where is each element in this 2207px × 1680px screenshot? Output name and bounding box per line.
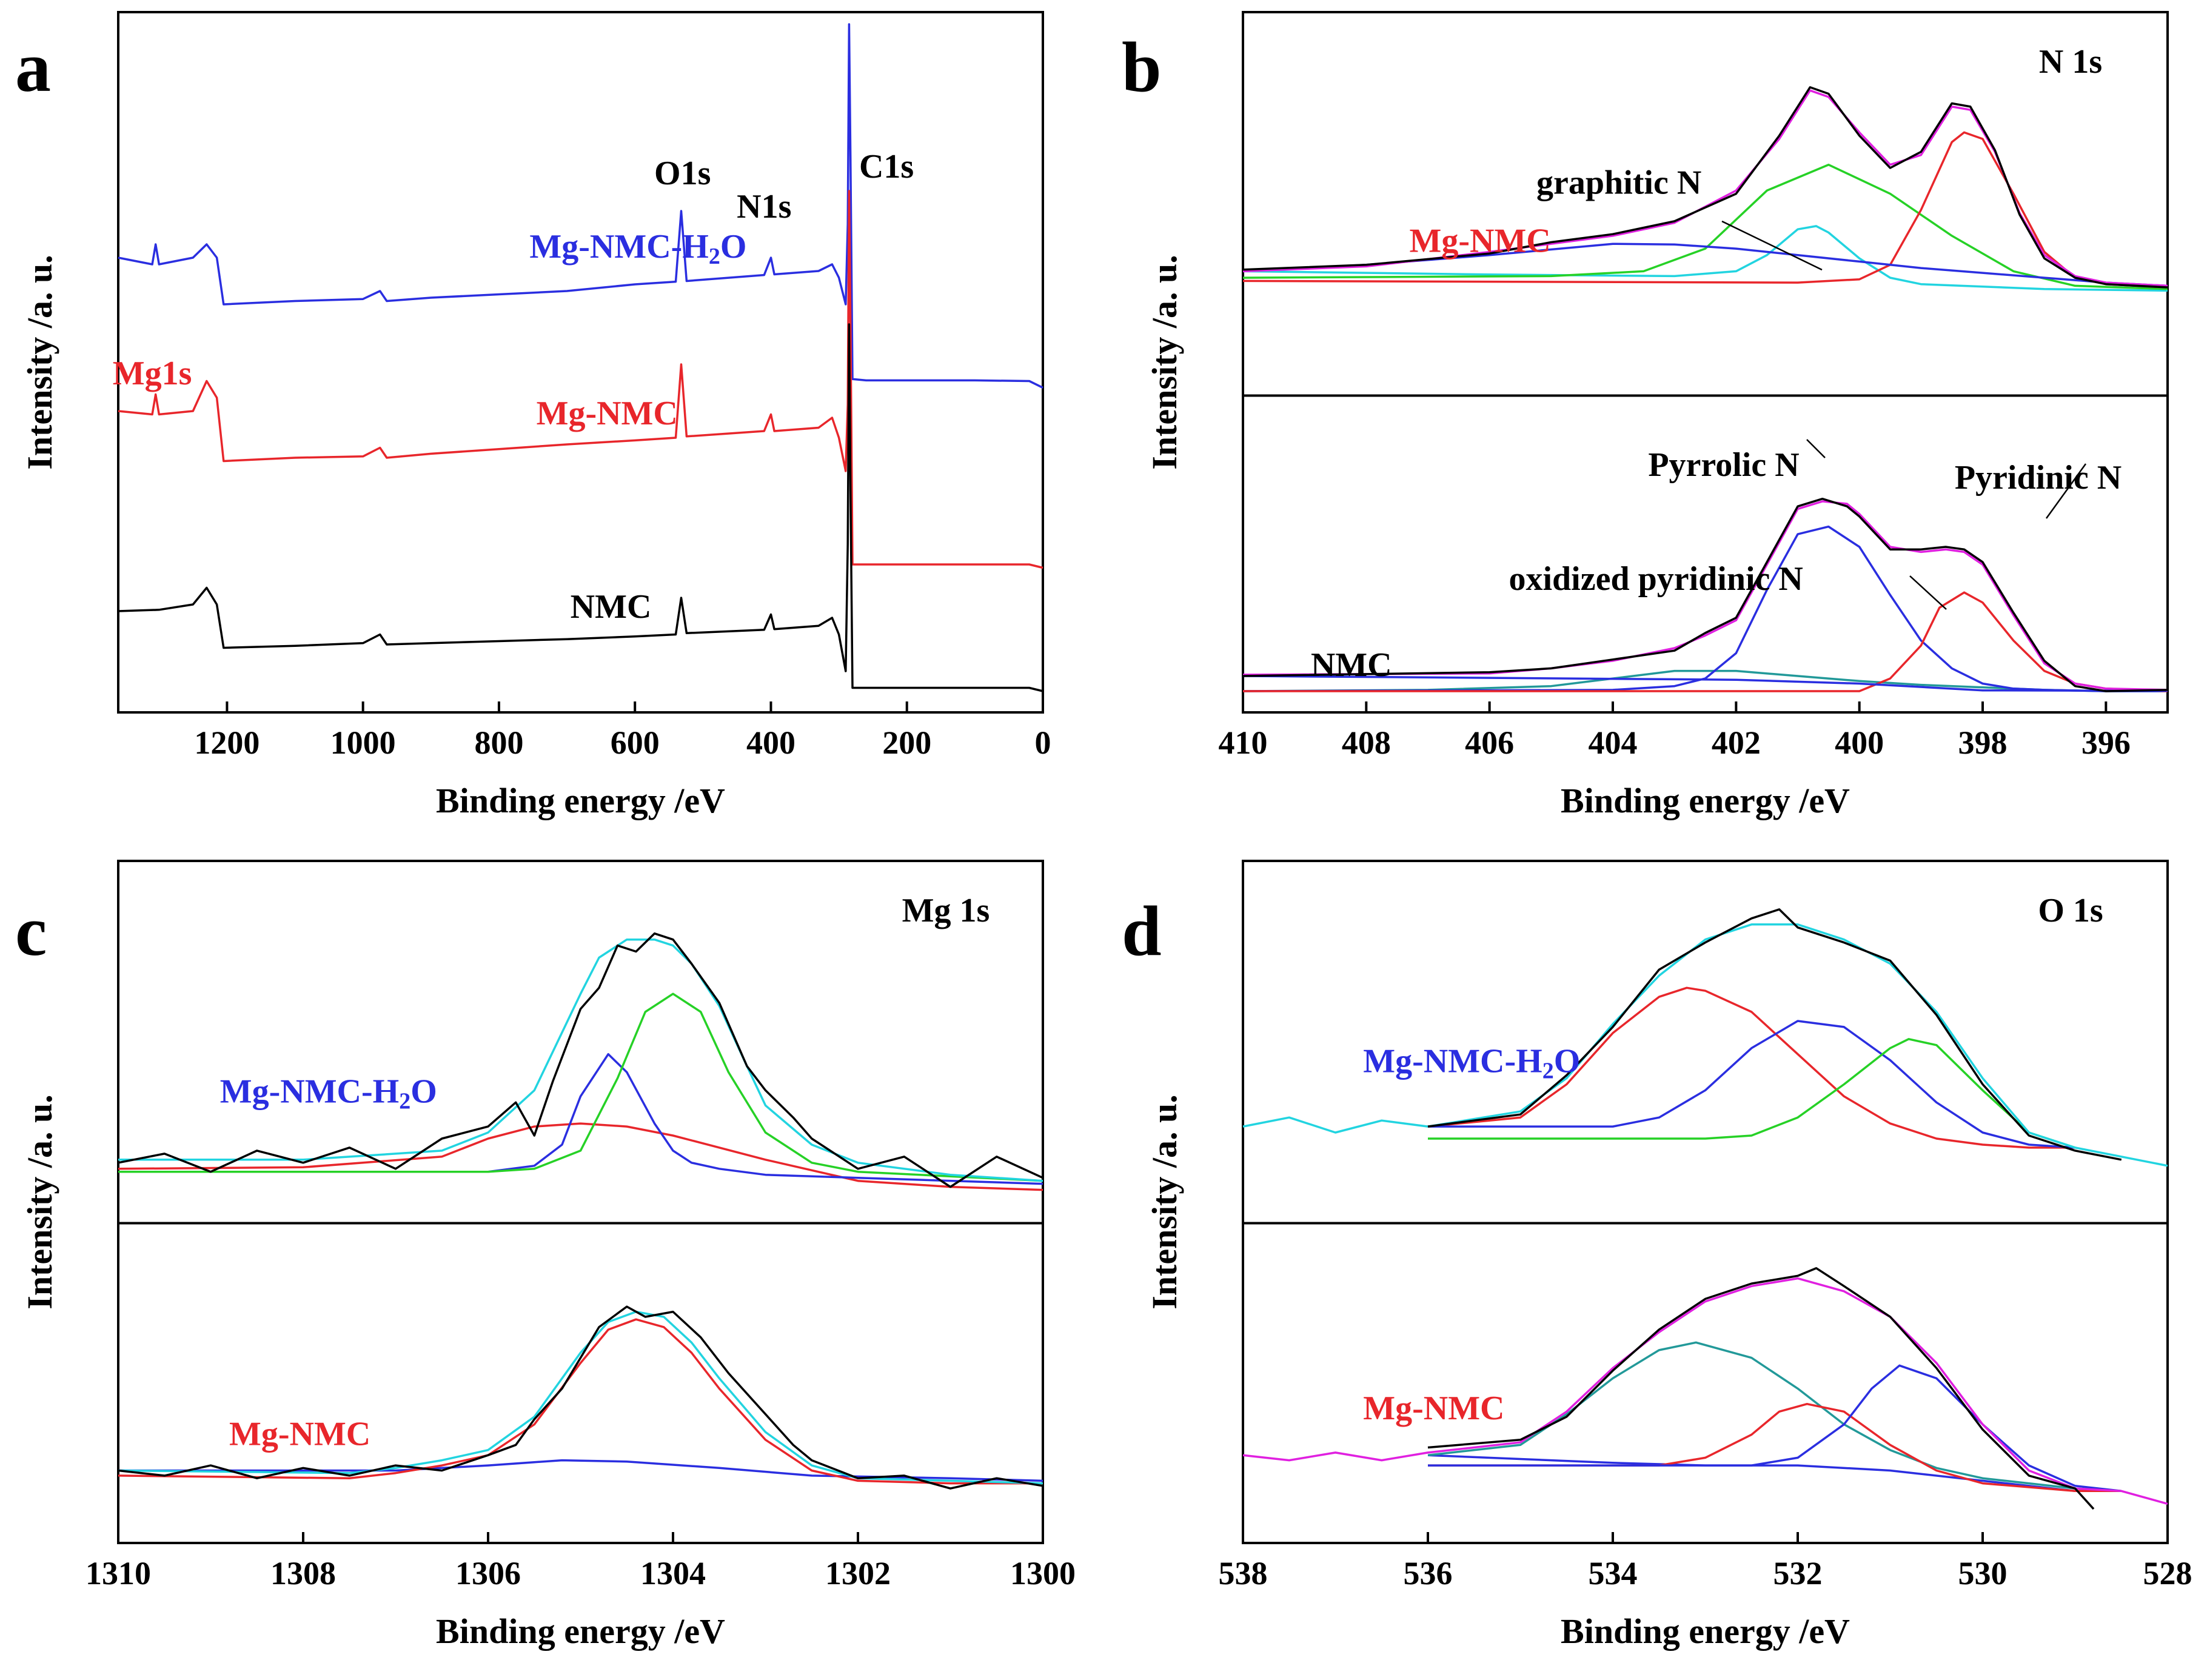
x-axis-title: Binding energy /eV (436, 1611, 725, 1651)
curve-mg-nmc-h2o-component-2 (1428, 1020, 2075, 1149)
curve-mg-nmc-fit-envelope (1242, 89, 2168, 287)
plot-frame (1242, 860, 2169, 1544)
peak-label-c1s: C1s (859, 148, 914, 186)
curve-mg-nmc-h2o-experimental (1427, 908, 2122, 1161)
spectrum-title: O 1s (2038, 892, 2103, 929)
curve-mg-nmc-h2o-component-1 (1427, 986, 2075, 1149)
x-tick-label: 536 (1404, 1555, 1453, 1591)
curve-nmc-pyrrolic-n (1242, 525, 2168, 692)
y-axis-title: Intensity /a. u. (20, 255, 59, 470)
x-tick-label: 1306 (455, 1555, 521, 1591)
panel-d: 538 536 534 532 530 528 Binding energy /eV Inte… (1122, 860, 2192, 1651)
x-tick-label: 200 (882, 725, 931, 761)
curve-mg-nmc-component-3 (1428, 1364, 2122, 1493)
curve-mg-nmc-component-2 (1428, 1402, 2122, 1493)
curve-mg-nmc-h2o-fit-envelope (1242, 923, 2168, 1167)
plot-frame (117, 11, 1044, 714)
annotation-pointer (2045, 463, 2087, 519)
curve-mg-nmc-h2o-component-3 (118, 992, 1043, 1182)
plot-frame (1242, 11, 2169, 714)
x-tick-label: 1302 (825, 1555, 891, 1591)
x-tick-label: 404 (1589, 725, 1638, 761)
sample-label-mg-nmc-h2o: Mg-NMC-H2O (1363, 1043, 1580, 1084)
x-tick-label: 800 (474, 725, 523, 761)
x-tick-label: 530 (1958, 1555, 2008, 1591)
curve-mg-nmc-fit-envelope (118, 1310, 1043, 1485)
panel-letter: c (15, 891, 47, 971)
peak-label-pyrrolic-n: Pyrrolic N (1648, 446, 1799, 484)
x-tick-label: 0 (1035, 725, 1051, 761)
spectrum-title: Mg 1s (902, 892, 990, 929)
annotation-pointer (1909, 575, 1947, 610)
curve-mg-nmc-fit-envelope (1242, 1277, 2168, 1505)
x-tick-label: 1304 (640, 1555, 706, 1591)
sample-label-mg-nmc: Mg-NMC (1410, 222, 1551, 259)
panel-letter: b (1122, 27, 1162, 107)
panel-letter: d (1122, 891, 1162, 971)
x-tick-label: 1310 (85, 1555, 151, 1591)
x-axis-title: Binding energy /eV (1561, 781, 1850, 820)
peak-label-n1s: N1s (737, 188, 791, 226)
peak-label-o1s: O1s (654, 155, 711, 192)
series-mg-nmc-h2o (118, 23, 1043, 389)
curve-mg-nmc-h2o-component-1 (118, 1122, 1043, 1191)
x-tick-label: 532 (1773, 1555, 1823, 1591)
curve-mg-nmc-h2o-experimental (118, 932, 1043, 1188)
x-tick-label: 534 (1589, 1555, 1638, 1591)
x-tick-label: 410 (1219, 725, 1268, 761)
y-axis-title: Intensity /a. u. (1145, 255, 1184, 470)
x-tick-label: 1308 (270, 1555, 336, 1591)
x-axis-title: Binding energy /eV (436, 781, 725, 820)
curve-mg-nmc-h2o-component-3 (1428, 1038, 2076, 1149)
x-tick-label: 1200 (194, 725, 260, 761)
x-tick-label: 400 (746, 725, 795, 761)
curve-nmc-experimental (1242, 497, 2168, 692)
x-tick-label: 600 (611, 725, 660, 761)
x-tick-label: 398 (1958, 725, 2008, 761)
curve-mg-nmc-experimental (1427, 1267, 2095, 1510)
series-label-mg-nmc-h2o: Mg-NMC-H2O (529, 228, 746, 269)
series-label-nmc: NMC (571, 588, 652, 626)
spectrum-title: N 1s (2039, 43, 2102, 81)
peak-label-graphitic-n: graphitic N (1536, 164, 1701, 202)
curve-mg-nmc-graphitic-n (1242, 225, 2168, 292)
curve-mg-nmc-baseline (1242, 243, 2168, 287)
curve-mg-nmc-experimental (1242, 86, 2168, 289)
x-tick-label: 402 (1712, 725, 1761, 761)
x-tick-label: 396 (2081, 725, 2131, 761)
series-mg-nmc (118, 190, 1043, 569)
peak-label-pyridinic-n: Pyridinic N (1955, 459, 2122, 497)
x-tick-label: 538 (1219, 1555, 1268, 1591)
x-axis-title: Binding energy /eV (1561, 1611, 1850, 1651)
x-tick-label: 406 (1465, 725, 1514, 761)
panel-b: 410 408 406 404 402 400 398 396 Binding energy /… (1122, 11, 2169, 820)
curve-mg-nmc-component (118, 1318, 1043, 1485)
plot-frame (117, 860, 1044, 1544)
x-tick-label: 1000 (330, 725, 396, 761)
x-tick-label: 408 (1342, 725, 1391, 761)
y-axis-title: Intensity /a. u. (20, 1094, 59, 1310)
x-tick-label: 400 (1835, 725, 1884, 761)
sample-label-nmc: NMC (1311, 646, 1392, 684)
series-label-mg-nmc: Mg-NMC (537, 395, 678, 432)
panel-a: 1200 1000 800 600 400 200 0 Binding energy /eV I… (15, 11, 1051, 820)
peak-label-mg1s: Mg1s (113, 355, 192, 392)
curve-mg-nmc-h2o-component-2 (118, 1053, 1043, 1185)
x-tick-label: 528 (2143, 1555, 2192, 1591)
x-tick-label: 1300 (1010, 1555, 1076, 1591)
sample-label-mg-nmc-h2o: Mg-NMC-H2O (220, 1073, 437, 1114)
peak-label-oxidized-pyridinic-n: oxidized pyridinic N (1509, 560, 1803, 598)
y-axis-title: Intensity /a. u. (1145, 1094, 1184, 1310)
panel-letter: a (15, 27, 51, 107)
series-nmc (118, 323, 1043, 692)
annotation-pointer (1806, 439, 1826, 458)
curve-mg-nmc-h2o-fit-envelope (118, 938, 1043, 1182)
sample-label-mg-nmc: Mg-NMC (229, 1415, 370, 1453)
panel-c: 1310 1308 1306 1304 1302 1300 Binding energy /… (15, 860, 1076, 1651)
sample-label-mg-nmc: Mg-NMC (1363, 1390, 1504, 1427)
annotation-pointer (1721, 220, 1823, 271)
curve-mg-nmc-experimental (118, 1305, 1043, 1490)
